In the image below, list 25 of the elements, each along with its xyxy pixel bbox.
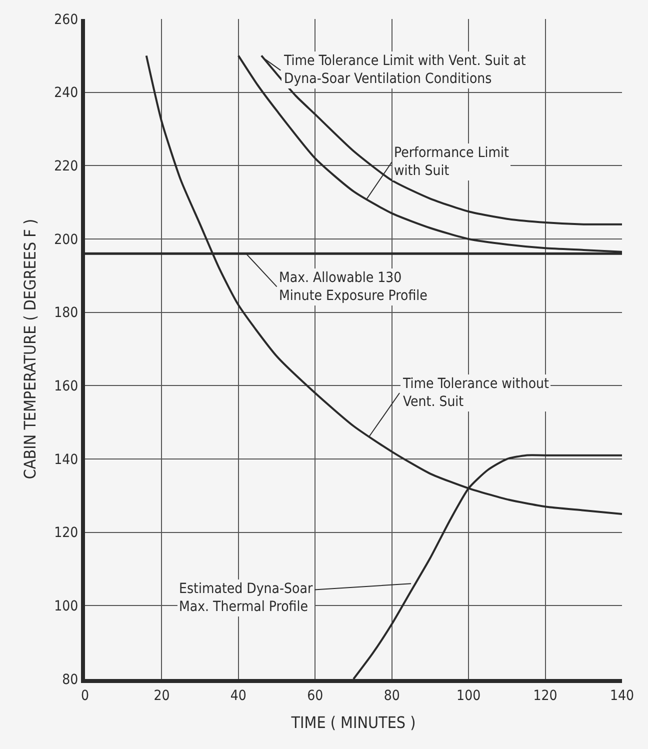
y-tick-label: 220: [54, 158, 78, 175]
y-tick-label: 260: [54, 12, 78, 28]
y-tick-label: 80: [62, 672, 78, 688]
x-axis-title: TIME ( MINUTES ): [290, 713, 416, 732]
y-tick-label: 200: [54, 232, 78, 248]
annotation: Estimated Dyna-Soar Max. Thermal Profile: [179, 581, 314, 616]
x-tick-label: 60: [307, 688, 324, 704]
x-tick-label: 0: [80, 688, 90, 704]
y-tick-label: 100: [54, 598, 78, 615]
y-tick-label: 160: [54, 378, 78, 395]
y-tick-label: 120: [54, 525, 78, 542]
annotation: Time Tolerance Limit with Vent. Suit at Dyna-Soar Ventilation Conditions: [283, 53, 526, 88]
x-tick-label: 20: [154, 688, 170, 704]
y-tick-label: 240: [54, 85, 78, 102]
x-tick-label: 40: [230, 688, 246, 704]
annotation: Performance Limit with Suit: [394, 145, 510, 180]
y-tick-label: 140: [54, 452, 78, 468]
x-tick-label: 140: [610, 688, 634, 704]
annotation: Time Tolerance without Vent. Suit: [402, 376, 550, 410]
x-tick-label: 80: [384, 688, 400, 704]
x-tick-label: 120: [533, 688, 558, 704]
y-axis-title: CABIN TEMPERATURE ( DEGREES F ): [20, 218, 40, 480]
y-tick-label: 180: [54, 305, 78, 322]
x-tick-label: 100: [456, 688, 481, 704]
annotation: Max. Allowable 130 Minute Exposure Profile: [279, 270, 428, 304]
